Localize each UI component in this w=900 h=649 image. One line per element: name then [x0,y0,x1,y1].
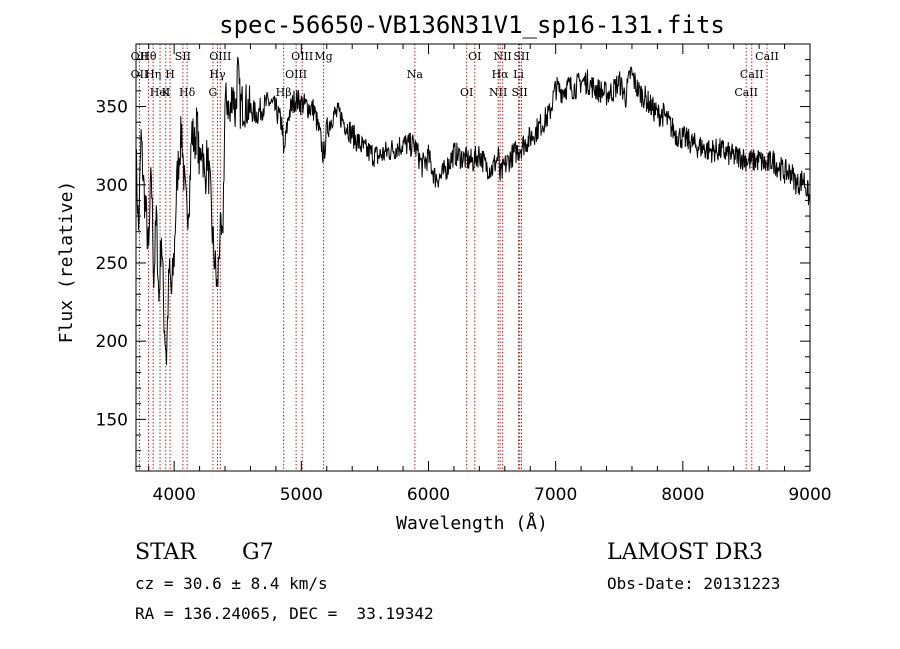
spectral-line-label: H [165,68,175,81]
spectrum-series-line [135,56,811,365]
object-subclass: G7 [242,540,274,565]
spectral-line-label: NII [493,50,511,63]
spectral-lines-layer [138,44,768,471]
spectral-line-label: NII [489,86,507,99]
spectral-line-label: Mg [314,50,332,63]
spectral-line-label: SII [512,86,528,99]
x-tick-label: 9000 [788,485,831,505]
spectral-line-label: OIII [285,68,307,81]
chart-title: spec-56650-VB136N31V1_sp16-131.fits [219,11,725,39]
spectral-line-label: Hα [492,68,510,81]
spectrum-layer [135,56,811,365]
spectral-line-label: CaII [734,86,758,99]
redshift-text: cz = 30.6 ± 8.4 km/s [135,574,328,593]
spectral-line-label: OII [131,68,149,81]
spectral-line-label: OIII [209,50,231,63]
spectral-line-label: OI [460,86,473,99]
spectral-line-label: SII [175,50,191,63]
y-axis: 150 200 250 300 350 [96,59,810,467]
x-axis: 4000 5000 6000 7000 8000 9000 [148,44,832,505]
spectral-line-label: OII [131,50,149,63]
y-tick-label: 350 [96,98,128,118]
obs-date-text: Obs-Date: 20131223 [607,574,781,593]
plot-frame [135,43,811,472]
x-tick-label: 8000 [661,485,704,505]
spectral-line-label: Hη [145,68,161,81]
spectral-line-label: CaII [755,50,779,63]
spectral-line-label: CaII [740,68,764,81]
survey-name: LAMOST DR3 [607,540,763,565]
coordinates-text: RA = 136.24065, DEC = 33.19342 [135,604,434,623]
spectral-line-label: Hγ [209,68,226,81]
spectral-line-label: OIII [291,50,313,63]
y-tick-label: 250 [96,254,128,274]
spectral-line-label: K [162,86,171,99]
spectral-line-label: OI [468,50,481,63]
y-tick-label: 300 [96,176,128,196]
spectral-line-label: SII [513,50,529,63]
spectral-line-label: G [209,86,218,99]
x-tick-label: 5000 [280,485,323,505]
spectral-line-labels: HθOIIHeIOIIHηKSIIHHδOIIIHγGOIIIOIIIHβMgN… [131,50,779,99]
spectral-line-label: Hβ [276,86,292,99]
spectral-line-label: Hδ [179,86,196,99]
object-class: STAR [135,540,196,565]
x-tick-label: 6000 [407,485,450,505]
y-axis-label: Flux (relative) [56,181,77,344]
y-tick-label: 150 [96,410,128,430]
x-tick-label: 7000 [534,485,577,505]
spectral-line-label: HeI [150,86,170,99]
x-tick-label: 4000 [153,485,196,505]
spectral-line-label: Na [407,68,424,81]
spectral-line-label: Hθ [140,50,157,63]
x-axis-label: Wavelength (Å) [396,512,548,534]
spectral-line-label: Li [513,68,524,81]
y-tick-label: 200 [96,332,128,352]
